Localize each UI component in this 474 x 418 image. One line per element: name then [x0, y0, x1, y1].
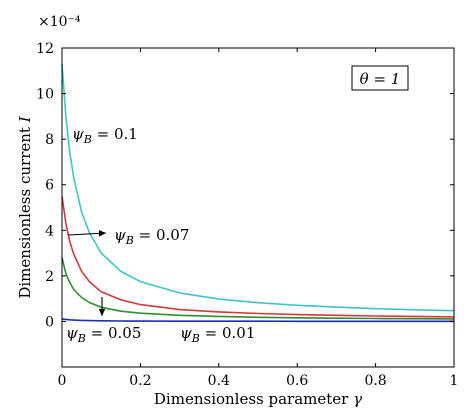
x-tick-label: 0.4: [208, 373, 230, 389]
annotation-value: = 0.01: [200, 324, 256, 342]
x-axis-label-text: Dimensionless parameter: [154, 390, 353, 408]
curves-layer: [61, 63, 455, 323]
y-axis-label-text: Dimensionless current: [16, 122, 34, 298]
y-tick-label: 8: [45, 132, 54, 148]
series-line-1: [61, 195, 455, 318]
annotation-subscript: B: [83, 133, 92, 146]
series-annotation-1: ψB = 0.07: [114, 226, 189, 247]
y-multiplier: ×10⁻⁴: [38, 14, 81, 30]
annotation-subscript: B: [125, 234, 134, 247]
arrow-to-annotation-0.05-head: [98, 309, 106, 316]
series-line-2: [61, 257, 455, 320]
y-tick-label: 12: [36, 41, 54, 57]
annotation-symbol: ψ: [72, 125, 84, 143]
annotation-subscript: B: [77, 332, 86, 345]
y-tick-label: 6: [45, 178, 54, 194]
y-tick-label: 0: [45, 314, 54, 330]
annotation-symbol: ψ: [180, 324, 192, 342]
x-axis-label-variable: γ: [353, 390, 362, 408]
annotation-value: = 0.07: [134, 226, 190, 244]
parameter-box: [351, 65, 409, 91]
plot-frame: [61, 47, 455, 368]
x-tick-label: 0: [58, 373, 67, 389]
parameter-text: θ = 1: [360, 70, 401, 88]
y-tick-label: 2: [45, 269, 54, 285]
series-annotation-2: ψB = 0.05: [66, 324, 141, 345]
x-tick-label: 1: [450, 373, 459, 389]
annotation-value: = 0.05: [86, 324, 142, 342]
x-axis-label: Dimensionless parameter γ: [154, 390, 362, 408]
y-axis-label-variable: I: [16, 115, 34, 123]
series-annotation-0: ψB = 0.1: [72, 125, 138, 146]
x-tick-label: 0.6: [286, 373, 308, 389]
annotation-subscript: B: [191, 332, 200, 345]
y-tick-label: 4: [45, 223, 54, 239]
annotation-value: = 0.1: [92, 125, 138, 143]
arrow-to-annotation-0.07-head: [98, 230, 106, 237]
annotation-symbol: ψ: [66, 324, 78, 342]
series-line-3: [61, 318, 454, 323]
x-tick-label: 0.8: [364, 373, 386, 389]
y-axis-label: Dimensionless current I: [16, 115, 34, 298]
series-line-0: [61, 63, 455, 312]
annotation-symbol: ψ: [114, 226, 126, 244]
x-tick-label: 0.2: [129, 373, 151, 389]
y-tick-label: 10: [36, 87, 54, 103]
series-annotation-3: ψB = 0.01: [180, 324, 255, 345]
